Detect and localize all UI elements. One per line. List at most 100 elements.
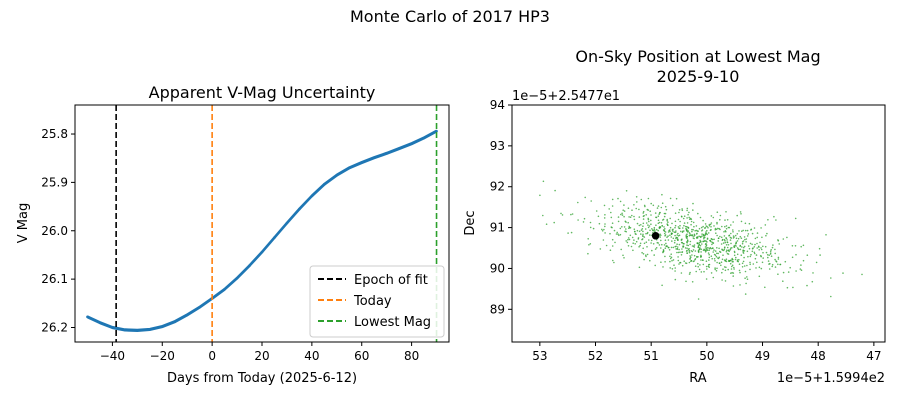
sky-point	[638, 224, 641, 227]
sky-point	[691, 281, 694, 283]
sky-point	[723, 238, 726, 241]
sky-point	[697, 255, 699, 258]
sky-point	[635, 196, 638, 198]
sky-point	[671, 204, 674, 207]
sky-point	[679, 251, 681, 253]
sky-point	[685, 236, 688, 239]
sky-point	[701, 233, 703, 235]
sky-point	[746, 264, 748, 267]
sky-point	[608, 208, 610, 210]
sky-point	[693, 225, 695, 228]
sky-point	[724, 241, 727, 244]
sky-point	[643, 204, 646, 207]
sky-point	[681, 208, 683, 210]
vmag-x-tick-label: −20	[150, 349, 175, 363]
sky-point	[589, 243, 592, 245]
sky-point	[715, 232, 717, 234]
sky-point	[643, 236, 646, 238]
sky-point	[692, 221, 695, 224]
sky-point	[733, 245, 735, 247]
sky-point	[786, 286, 789, 289]
sky-point	[691, 254, 693, 256]
sky-point	[604, 225, 606, 228]
sky-point	[750, 253, 752, 256]
sky-point	[561, 214, 564, 216]
sky-point	[669, 255, 671, 258]
sky-point	[702, 219, 704, 222]
sky-point	[659, 236, 661, 238]
sky-point	[542, 214, 544, 217]
sky-point	[740, 220, 743, 223]
sky-point	[724, 259, 727, 262]
sky-point	[658, 213, 660, 215]
sky-point	[726, 219, 729, 221]
sky-point	[657, 242, 660, 244]
sky-point	[617, 233, 619, 235]
sky-point	[711, 238, 714, 241]
sky-point	[696, 255, 698, 258]
sky-point	[686, 235, 688, 238]
sky-point	[689, 255, 691, 257]
vmag-x-tick-label: 40	[304, 349, 319, 363]
sky-point	[611, 222, 614, 224]
vmag-point	[160, 325, 164, 328]
sky-point	[727, 226, 730, 229]
sky-point	[663, 244, 666, 246]
sky-point	[690, 220, 693, 223]
vmag-y-tick-label: 25.8	[41, 127, 68, 141]
sky-point	[800, 269, 803, 272]
sky-point	[664, 247, 667, 249]
sky-point	[756, 236, 758, 239]
sky-point	[760, 267, 763, 270]
sky-point	[770, 249, 772, 251]
sky-point	[653, 254, 655, 256]
sky-point	[745, 282, 747, 285]
sky-point	[539, 194, 541, 197]
sky-point	[753, 227, 756, 229]
sky-point	[670, 236, 673, 238]
sky-y-axis-label: Dec	[463, 210, 478, 235]
sky-point	[711, 247, 714, 250]
sky-point	[735, 242, 738, 244]
sky-point	[661, 202, 664, 204]
sky-point	[762, 245, 764, 248]
sky-point	[717, 240, 719, 242]
sky-point	[739, 284, 741, 286]
sky-point	[711, 241, 713, 244]
sky-point	[707, 227, 709, 229]
sky-point	[705, 225, 707, 227]
sky-point	[722, 254, 724, 256]
sky-point	[617, 220, 620, 223]
sky-point	[638, 208, 640, 211]
sky-point	[712, 242, 715, 244]
sky-point	[730, 272, 732, 275]
sky-point	[623, 210, 626, 212]
sky-point	[604, 232, 606, 234]
sky-point	[643, 242, 646, 245]
sky-point	[685, 262, 688, 265]
sky-point	[733, 266, 735, 269]
sky-point	[663, 232, 666, 235]
sky-point	[664, 235, 666, 237]
sky-point	[621, 212, 623, 215]
sky-point	[765, 251, 768, 254]
sky-point	[812, 272, 814, 274]
sky-point	[647, 217, 649, 220]
sky-point	[724, 269, 727, 272]
sky-point	[708, 263, 711, 266]
sky-point	[676, 234, 678, 236]
sky-point	[679, 224, 681, 227]
vmag-point	[335, 173, 339, 177]
sky-point	[701, 235, 703, 237]
sky-point	[722, 268, 724, 271]
sky-point	[749, 242, 752, 245]
sky-point	[698, 241, 701, 244]
sky-point	[743, 236, 746, 238]
sky-point	[674, 234, 676, 237]
sky-point	[755, 267, 757, 269]
sky-point	[642, 210, 645, 213]
sky-point	[640, 198, 643, 201]
vmag-point	[310, 194, 314, 198]
sky-point	[672, 228, 674, 231]
sky-point	[611, 198, 614, 201]
